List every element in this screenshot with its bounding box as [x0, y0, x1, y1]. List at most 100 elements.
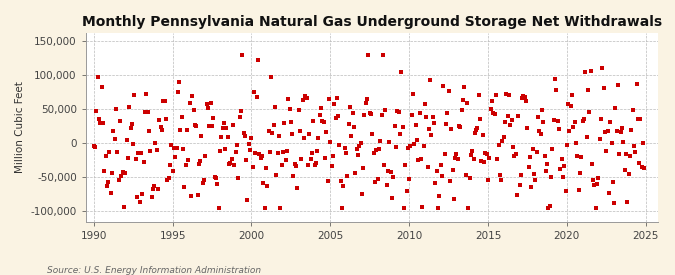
- Point: [593, 176, 604, 181]
- Point: [325, 140, 335, 145]
- Point: [92, 75, 103, 79]
- Point: [416, 157, 427, 162]
- Point: [523, 164, 534, 169]
- Point: [95, 121, 106, 125]
- Point: [109, 137, 120, 141]
- Point: [247, 165, 258, 169]
- Point: [522, 126, 533, 131]
- Point: [97, 85, 107, 89]
- Point: [439, 152, 450, 156]
- Point: [588, 178, 599, 183]
- Point: [133, 150, 144, 155]
- Point: [610, 106, 621, 111]
- Point: [329, 102, 340, 106]
- Point: [358, 166, 369, 170]
- Point: [443, 89, 454, 93]
- Point: [402, 146, 413, 150]
- Point: [142, 110, 153, 115]
- Point: [392, 109, 403, 113]
- Point: [327, 153, 338, 158]
- Point: [472, 126, 483, 130]
- Point: [479, 160, 489, 164]
- Point: [548, 118, 559, 122]
- Point: [234, 115, 245, 120]
- Point: [163, 176, 174, 180]
- Point: [192, 192, 203, 197]
- Point: [539, 154, 550, 159]
- Point: [435, 163, 446, 167]
- Point: [576, 155, 587, 159]
- Point: [541, 169, 551, 173]
- Point: [417, 205, 428, 209]
- Point: [219, 121, 230, 125]
- Point: [483, 178, 493, 182]
- Point: [298, 136, 309, 140]
- Point: [608, 180, 618, 184]
- Point: [628, 144, 639, 148]
- Point: [182, 128, 192, 132]
- Point: [283, 97, 294, 101]
- Point: [108, 129, 119, 134]
- Point: [356, 192, 367, 197]
- Point: [341, 151, 352, 155]
- Point: [111, 106, 122, 111]
- Point: [520, 98, 531, 103]
- Point: [602, 128, 613, 133]
- Point: [165, 163, 176, 168]
- Point: [232, 143, 242, 147]
- Point: [637, 165, 647, 169]
- Point: [631, 81, 642, 86]
- Point: [161, 117, 171, 122]
- Point: [154, 117, 165, 122]
- Point: [438, 84, 449, 88]
- Point: [524, 155, 535, 159]
- Point: [317, 119, 328, 123]
- Point: [529, 172, 539, 176]
- Point: [186, 194, 196, 198]
- Point: [612, 129, 622, 133]
- Point: [458, 97, 468, 102]
- Point: [395, 131, 406, 136]
- Point: [116, 174, 127, 178]
- Point: [138, 160, 149, 165]
- Point: [537, 108, 547, 113]
- Point: [178, 147, 188, 152]
- Point: [404, 177, 414, 182]
- Point: [626, 128, 637, 132]
- Point: [605, 120, 616, 125]
- Point: [462, 101, 472, 106]
- Point: [122, 156, 133, 160]
- Point: [348, 124, 359, 129]
- Point: [151, 148, 162, 152]
- Point: [375, 138, 385, 143]
- Point: [320, 156, 331, 161]
- Point: [377, 53, 388, 57]
- Point: [384, 139, 395, 144]
- Point: [597, 66, 608, 70]
- Point: [277, 150, 288, 154]
- Point: [233, 175, 244, 180]
- Point: [397, 125, 408, 129]
- Point: [430, 180, 441, 185]
- Point: [90, 145, 101, 149]
- Point: [294, 108, 304, 112]
- Point: [412, 138, 423, 142]
- Point: [366, 112, 377, 116]
- Point: [238, 131, 249, 135]
- Point: [481, 152, 492, 156]
- Point: [291, 164, 302, 169]
- Point: [592, 181, 603, 186]
- Point: [223, 162, 234, 166]
- Point: [254, 152, 265, 156]
- Point: [367, 132, 378, 136]
- Point: [401, 189, 412, 193]
- Point: [543, 206, 554, 210]
- Point: [552, 119, 563, 123]
- Point: [620, 152, 631, 156]
- Point: [321, 130, 331, 134]
- Point: [372, 177, 383, 181]
- Point: [551, 88, 562, 93]
- Point: [212, 182, 223, 186]
- Point: [197, 181, 208, 186]
- Point: [492, 156, 503, 161]
